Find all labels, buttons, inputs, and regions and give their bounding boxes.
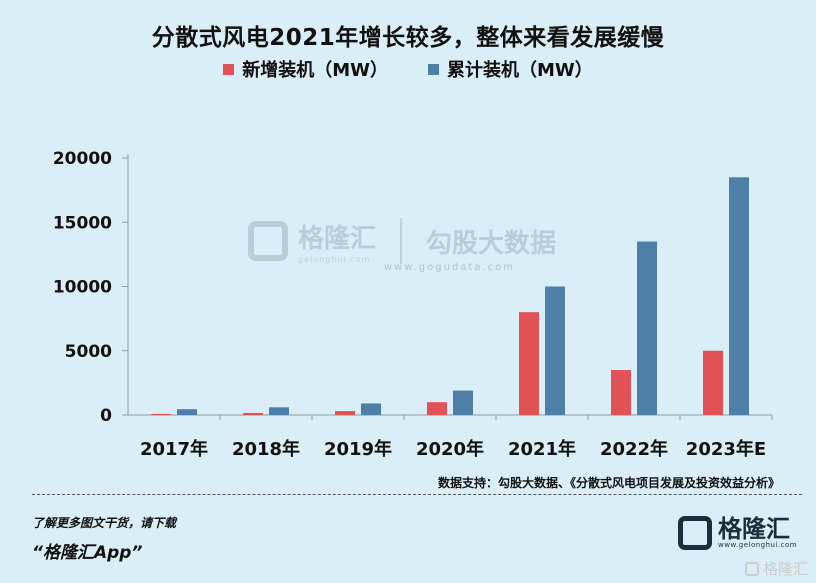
bar-new (427, 402, 447, 415)
legend-item-total: 累计装机（MW） (428, 56, 593, 82)
x-tick-label: 2023年E (686, 438, 766, 460)
brand-logo-icon (678, 516, 712, 550)
legend-swatch-new (223, 63, 235, 75)
watermark-sub: gelonghui.com (298, 255, 371, 264)
watermark-divider (400, 218, 403, 264)
brand-sub: www.gelonghui.com (718, 541, 798, 549)
x-tick-label: 2019年 (324, 438, 392, 460)
y-tick-label: 15000 (53, 213, 112, 233)
legend-swatch-total (428, 63, 439, 75)
watermark: 格隆汇 gelonghui.com 勾股大数据 (248, 218, 556, 264)
footer-download-hint: 了解更多图文干货，请下载 (32, 516, 177, 530)
bar-new (611, 370, 631, 415)
bar-total (729, 177, 749, 415)
source-note: 数据支持：勾股大数据、《分散式风电项目发展及投资效益分析》 (437, 476, 780, 490)
chart-title: 分散式风电2021年增长较多，整体来看发展缓慢 (151, 25, 665, 51)
brand-name: 格隆汇 (718, 515, 790, 543)
watermark-partner: 勾股大数据 (426, 228, 557, 259)
legend-label-total: 累计装机（MW） (447, 60, 593, 81)
bar-total (545, 286, 565, 415)
x-tick-label: 2022年 (600, 438, 668, 460)
corner-watermark: 格隆汇 (744, 558, 808, 579)
legend-label-new: 新增装机（MW） (242, 60, 388, 81)
x-tick-label: 2020年 (416, 438, 484, 460)
corner-logo-icon (744, 561, 759, 576)
watermark-name: 格隆汇 (298, 224, 377, 254)
footer-app-name: “格隆汇App” (32, 543, 143, 563)
x-tick-label: 2018年 (232, 438, 300, 460)
legend: 新增装机（MW） 累计装机（MW） (0, 56, 816, 82)
bar-total (453, 390, 473, 415)
y-tick-label: 10000 (53, 278, 112, 298)
footer-divider (32, 494, 802, 495)
watermark-logo-icon (248, 221, 288, 261)
bar-new (151, 413, 171, 415)
watermark-url: www.gogudata.com (384, 262, 516, 273)
bar-total (361, 403, 381, 415)
x-tick-label: 2017年 (140, 438, 208, 460)
brand-logo: 格隆汇 www.gelonghui.com (678, 516, 797, 550)
bar-total (269, 407, 289, 415)
y-tick-label: 20000 (53, 149, 112, 169)
bar-new (243, 412, 263, 415)
bar-chart: 0 5000 10000 15000 20000 2017年 2018年 2019年 2020年… (53, 149, 773, 460)
bar-total (637, 241, 657, 415)
corner-text: 格隆汇 (762, 560, 808, 578)
bar-total (177, 409, 197, 415)
y-tick-label: 0 (100, 406, 112, 426)
legend-item-new: 新增装机（MW） (223, 56, 388, 82)
x-tick-label: 2021年 (508, 438, 576, 460)
bar-new (519, 312, 539, 415)
bar-new (335, 411, 355, 415)
y-tick-label: 5000 (65, 342, 112, 362)
bar-new (703, 350, 723, 415)
